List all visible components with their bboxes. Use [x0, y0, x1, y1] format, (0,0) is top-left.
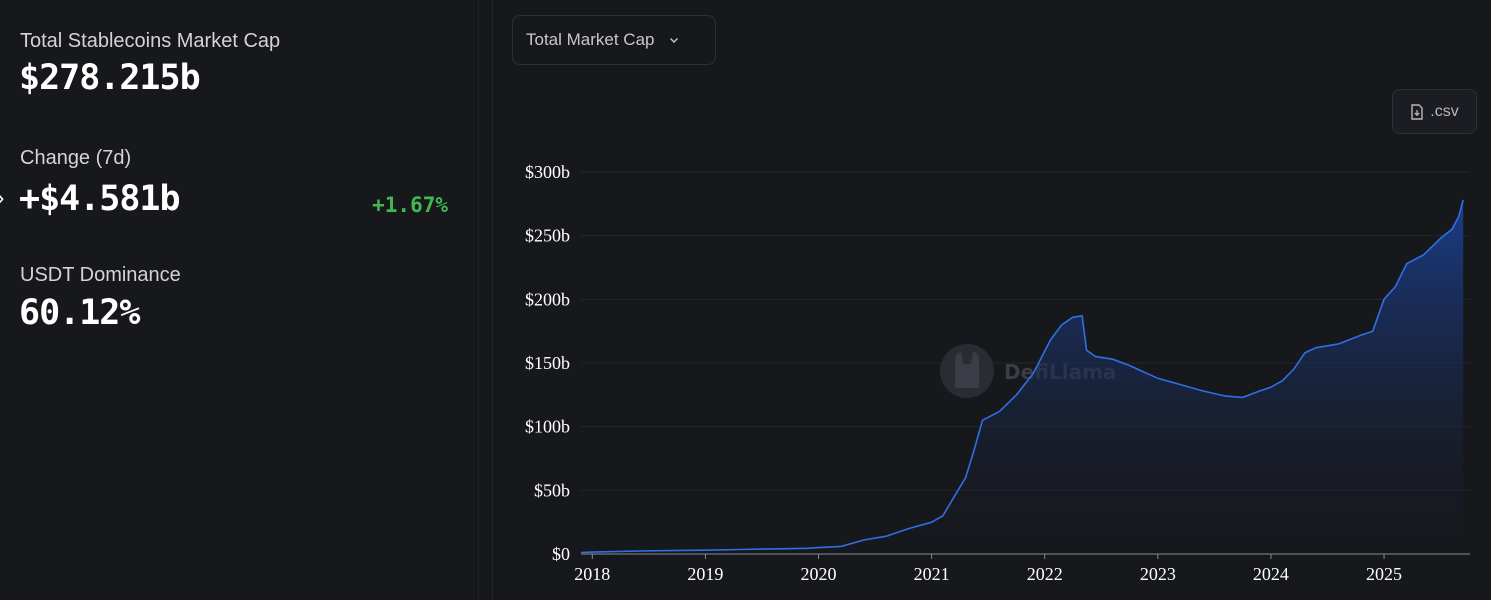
market-cap-chart: DefiLlama $0$50b$100b$150b$200b$250b$300…: [525, 162, 1470, 584]
y-tick-label: $150b: [525, 353, 570, 373]
dominance-label: USDT Dominance: [20, 264, 181, 286]
csv-button-label: .csv: [1430, 102, 1459, 120]
x-tick-label: 2019: [687, 564, 723, 584]
metric-dropdown-label: Total Market Cap: [526, 30, 655, 49]
y-tick-label: $0: [552, 544, 570, 564]
x-tick-label: 2023: [1140, 564, 1176, 584]
chevron-right-icon[interactable]: ›: [0, 185, 4, 211]
dominance-value: 60.12%: [19, 293, 140, 333]
y-tick-label: $300b: [525, 162, 570, 182]
market-cap-line: [580, 199, 1464, 554]
y-tick-label: $200b: [525, 289, 570, 309]
change-label: Change (7d): [20, 147, 132, 169]
x-tick-label: 2025: [1366, 564, 1402, 584]
y-tick-label: $50b: [534, 480, 570, 500]
metric-dropdown[interactable]: Total Market Cap: [512, 15, 716, 65]
market-cap-area: [581, 199, 1464, 555]
x-tick-label: 2021: [914, 564, 950, 584]
y-axis-ticks: $0 $50b $100b $150b $200b $250b $300b: [525, 162, 570, 564]
x-tick-label: 2018: [574, 564, 610, 584]
x-tick-label: 2020: [801, 564, 837, 584]
change-percent: +1.67%: [372, 193, 448, 217]
chevron-down-icon: [669, 38, 678, 43]
y-tick-label: $100b: [525, 417, 570, 437]
market-cap-label: Total Stablecoins Market Cap: [20, 30, 281, 52]
market-cap-value: $278.215b: [19, 58, 201, 98]
x-tick-label: 2024: [1253, 564, 1289, 584]
csv-download-button[interactable]: .csv: [1392, 89, 1477, 134]
stats-panel: Total Stablecoins Market Cap $278.215b ›…: [0, 0, 479, 600]
x-tick-label: 2022: [1027, 564, 1063, 584]
y-tick-label: $250b: [525, 226, 570, 246]
x-axis-ticks: 2018 2019 2020 2021 2022 2023 2024 2025: [574, 554, 1402, 584]
file-download-icon: [1411, 103, 1423, 120]
chart-panel: DefiLlama $0$50b$100b$150b$200b$250b$300…: [492, 0, 1491, 600]
change-value: +$4.581b: [19, 179, 181, 219]
